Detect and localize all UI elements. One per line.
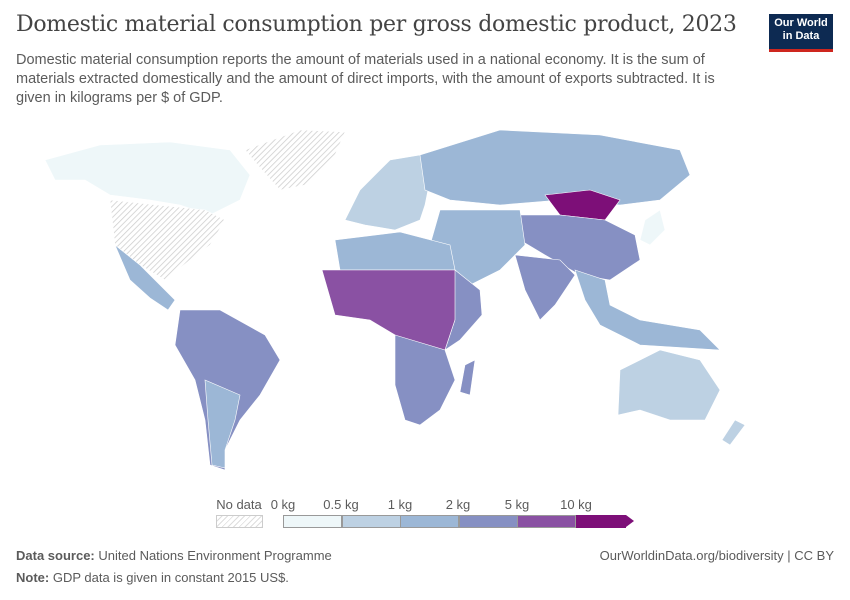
region-australia[interactable] <box>617 349 721 421</box>
legend-color-bin[interactable] <box>576 515 634 528</box>
region-southeast-asia[interactable] <box>574 269 721 351</box>
legend-no-data-swatch <box>216 515 263 528</box>
legend-tick-label: 1 kg <box>387 497 413 512</box>
legend-arrow-icon <box>626 515 634 527</box>
region-new-zealand[interactable] <box>721 419 746 446</box>
legend-color-bin[interactable] <box>400 515 460 528</box>
note: Note: GDP data is given in constant 2015… <box>16 570 289 585</box>
region-mexico-central-america[interactable] <box>114 244 176 311</box>
region-europe[interactable] <box>344 154 431 231</box>
legend-tick-label: 0 kg <box>270 497 296 512</box>
chart-title: Domestic material consumption per gross … <box>16 12 737 37</box>
legend-tick-label: 0.5 kg <box>323 497 359 512</box>
data-source: Data source: United Nations Environment … <box>16 548 332 563</box>
region-southern-cone[interactable] <box>204 379 241 469</box>
legend-tick-label: 5 kg <box>504 497 530 512</box>
region-madagascar[interactable] <box>459 359 476 396</box>
footer-url[interactable]: OurWorldinData.org/biodiversity | CC BY <box>599 548 834 563</box>
source-text[interactable]: United Nations Environment Programme <box>98 548 332 563</box>
chart-subtitle: Domestic material consumption reports th… <box>16 52 715 106</box>
region-india[interactable] <box>514 254 576 321</box>
region-southern-africa[interactable] <box>394 334 456 426</box>
owid-logo[interactable]: Our World in Data <box>769 14 833 52</box>
region-north-africa[interactable] <box>334 231 456 271</box>
note-label: Note: <box>16 570 50 585</box>
legend-no-data-label: No data <box>216 497 262 512</box>
region-russia-north-asia[interactable] <box>419 129 691 206</box>
legend-color-bin[interactable] <box>458 515 518 528</box>
logo-text: Our World in Data <box>774 17 828 42</box>
map-legend: No data 0 kg 0.5 kg 1 kg 2 kg 5 kg 10 kg <box>0 495 850 535</box>
region-mongolia[interactable] <box>544 189 621 221</box>
legend-color-bin[interactable] <box>283 515 342 528</box>
legend-color-bin[interactable] <box>517 515 577 528</box>
note-text: GDP data is given in constant 2015 US$. <box>52 570 289 585</box>
legend-tick-label: 10 kg <box>560 497 592 512</box>
legend-tick-label: 2 kg <box>445 497 471 512</box>
region-japan[interactable] <box>639 209 666 246</box>
world-map[interactable] <box>0 120 850 490</box>
region-east-africa[interactable] <box>444 269 483 351</box>
region-china[interactable] <box>519 214 641 281</box>
legend-color-bin[interactable] <box>341 515 401 528</box>
source-label: Data source: <box>16 548 95 563</box>
region-greenland[interactable] <box>244 129 346 191</box>
